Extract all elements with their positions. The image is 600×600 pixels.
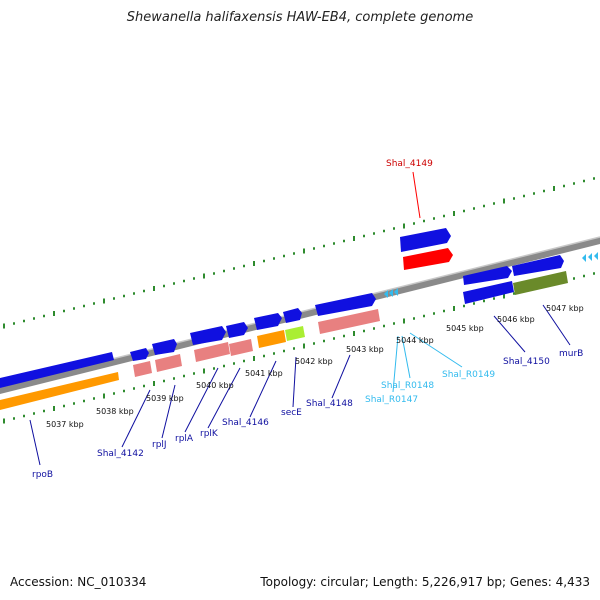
shal-4150-gene[interactable] — [463, 281, 514, 304]
scale-label-5041: 5041 kbp — [245, 369, 283, 378]
inner-tick-track — [3, 272, 595, 424]
gene-label-rplk[interactable]: rplK — [200, 429, 219, 439]
scale-label-5044: 5044 kbp — [396, 336, 434, 345]
rpla-cds[interactable] — [190, 326, 226, 345]
gene-label-shal-4148[interactable]: Shal_4148 — [306, 399, 353, 409]
gene-label-rplj[interactable]: rplJ — [152, 440, 167, 450]
genome-summary-text: Topology: circular; Length: 5,226,917 bp… — [260, 575, 590, 589]
murb-gene[interactable] — [513, 271, 568, 295]
rplj-gene[interactable] — [155, 354, 182, 372]
shal-4146-cds[interactable] — [254, 313, 282, 330]
shal-4148-cds[interactable] — [315, 293, 376, 316]
rplk-gene[interactable] — [229, 339, 253, 356]
shal-4149-cds[interactable] — [400, 228, 451, 252]
scale-label-5046: 5046 kbp — [497, 315, 535, 324]
gene-label-murb[interactable]: murB — [559, 349, 583, 359]
accession-text: Accession: NC_010334 — [10, 575, 147, 589]
gene-label-shal-4150[interactable]: Shal_4150 — [503, 357, 550, 367]
scale-label-5037: 5037 kbp — [46, 420, 84, 429]
shal-4148-gene[interactable] — [318, 309, 380, 334]
gene-label-shal-r0148[interactable]: Shal_R0148 — [381, 381, 434, 391]
features-layer — [0, 228, 598, 410]
shal-4142-cds[interactable] — [130, 348, 149, 361]
rpoB-gene[interactable] — [0, 372, 119, 410]
gene-label-shal-4149[interactable]: Shal_4149 — [386, 159, 433, 169]
sece-gene[interactable] — [285, 326, 305, 341]
sece-cds[interactable] — [283, 308, 302, 323]
scale-label-5039: 5039 kbp — [146, 394, 184, 403]
trna-cluster-right[interactable] — [582, 252, 598, 262]
shal-4142-gene[interactable] — [133, 361, 152, 377]
gene-label-shal-4146[interactable]: Shal_4146 — [222, 418, 269, 428]
scale-label-5043: 5043 kbp — [346, 345, 384, 354]
scale-label-5045: 5045 kbp — [446, 324, 484, 333]
shal-4150-cds[interactable] — [463, 266, 512, 285]
gene-label-sece[interactable]: secE — [281, 408, 302, 418]
shal-4146-gene[interactable] — [257, 330, 286, 348]
genome-title: Shewanella halifaxensis HAW-EB4, complet… — [126, 10, 474, 25]
rpla-gene[interactable] — [194, 342, 230, 362]
rplj-cds[interactable] — [152, 339, 177, 355]
gene-label-shal-4142[interactable]: Shal_4142 — [97, 449, 144, 459]
label-leader-lines — [29, 171, 571, 466]
gene-label-rpla[interactable]: rplA — [175, 434, 194, 444]
rplk-cds[interactable] — [226, 322, 248, 338]
scale-label-5047: 5047 kbp — [546, 304, 584, 313]
outer-tick-track — [3, 177, 595, 329]
scale-label-5038: 5038 kbp — [96, 407, 134, 416]
gene-label-shal-r0149[interactable]: Shal_R0149 — [442, 370, 495, 380]
scale-label-5042: 5042 kbp — [295, 357, 333, 366]
gene-labels: rpoB Shal_4142 rplJ rplA rplK Shal_4146 … — [32, 159, 583, 480]
rpoB-cds[interactable] — [0, 352, 114, 388]
shal-4149-gene[interactable] — [403, 248, 453, 270]
scale-labels: 5037 kbp 5038 kbp 5039 kbp 5040 kbp 5041… — [46, 304, 584, 429]
murb-cds[interactable] — [512, 255, 564, 276]
gene-label-rpob[interactable]: rpoB — [32, 470, 53, 480]
gene-label-shal-r0147[interactable]: Shal_R0147 — [365, 395, 418, 405]
scale-label-5040: 5040 kbp — [196, 381, 234, 390]
trna-cluster-left[interactable] — [384, 288, 398, 298]
